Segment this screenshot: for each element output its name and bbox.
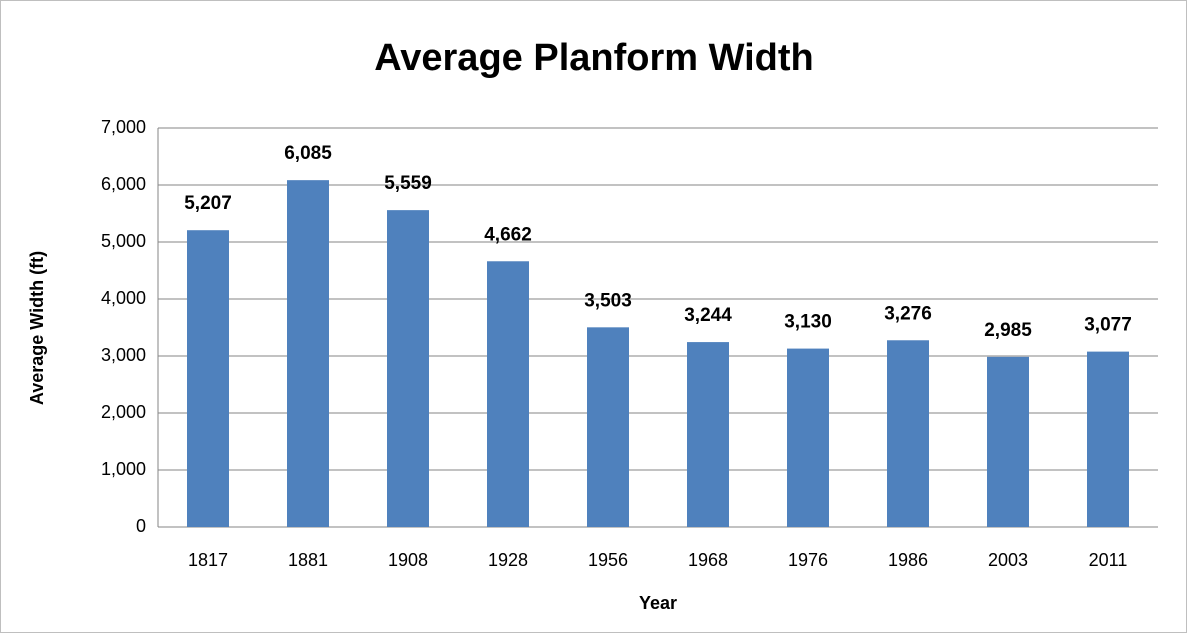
data-label: 3,244 <box>684 305 732 326</box>
y-tick-label: 5,000 <box>101 231 146 251</box>
y-tick-label: 4,000 <box>101 288 146 308</box>
data-label: 3,503 <box>584 290 632 311</box>
data-label: 5,207 <box>184 193 232 214</box>
bar <box>787 348 829 527</box>
y-axis-label: Average Width (ft) <box>27 251 47 405</box>
x-tick-label: 1976 <box>788 550 828 570</box>
y-tick-label: 1,000 <box>101 459 146 479</box>
data-label: 6,085 <box>284 143 332 164</box>
y-tick-label: 7,000 <box>101 117 146 137</box>
x-tick-label: 1881 <box>288 550 328 570</box>
x-tick-label: 2011 <box>1089 550 1128 570</box>
bar <box>487 261 529 527</box>
data-label: 3,077 <box>1084 315 1132 336</box>
bar <box>1087 351 1129 527</box>
data-label: 4,662 <box>484 224 532 245</box>
x-tick-label: 1956 <box>588 550 628 570</box>
bar <box>287 180 329 527</box>
x-tick-label: 1968 <box>688 550 728 570</box>
chart-title: Average Planform Width <box>374 37 814 79</box>
bar <box>587 327 629 527</box>
x-axis-label: Year <box>639 593 677 613</box>
x-tick-label: 2003 <box>988 550 1028 570</box>
bar <box>387 210 429 527</box>
data-label: 3,130 <box>784 312 832 333</box>
data-label: 3,276 <box>884 303 932 324</box>
bar <box>187 230 229 528</box>
x-tick-label: 1928 <box>488 550 528 570</box>
x-tick-label: 1986 <box>888 550 928 570</box>
data-label: 2,985 <box>984 320 1032 341</box>
y-tick-label: 2,000 <box>101 402 146 422</box>
bar <box>887 340 929 527</box>
x-tick-label: 1908 <box>388 550 428 570</box>
data-label: 5,559 <box>384 173 432 194</box>
bar <box>987 356 1029 527</box>
y-tick-label: 3,000 <box>101 345 146 365</box>
bar <box>687 342 729 527</box>
y-tick-label: 0 <box>136 516 146 536</box>
x-tick-label: 1817 <box>188 550 228 570</box>
y-tick-label: 6,000 <box>101 174 146 194</box>
